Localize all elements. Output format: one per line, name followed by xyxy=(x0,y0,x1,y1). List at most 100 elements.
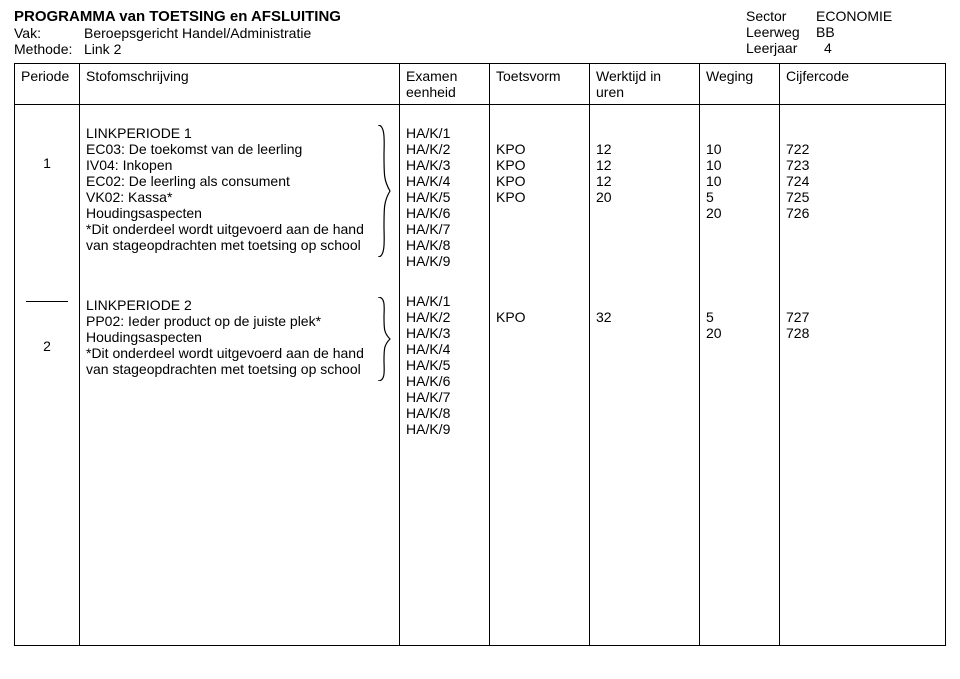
leerjaar-value: 4 xyxy=(816,40,946,56)
methode-row: Methode: Link 2 xyxy=(14,41,746,57)
brace2-wrap xyxy=(375,297,393,381)
cij2-l2: 728 xyxy=(786,325,939,341)
methode-label: Methode: xyxy=(14,41,84,57)
sector-value: ECONOMIE xyxy=(816,8,946,24)
stof-block-1: LINKPERIODE 1 EC03: De toekomst van de l… xyxy=(86,125,393,257)
brace1-path xyxy=(378,125,390,257)
stof1-l0: LINKPERIODE 1 xyxy=(86,125,375,141)
stof-cell: LINKPERIODE 1 EC03: De toekomst van de l… xyxy=(80,105,399,385)
cij1-l2: 723 xyxy=(786,157,939,173)
periode-cell: 1 2 xyxy=(15,105,79,358)
periode-divider xyxy=(26,301,68,302)
ex1-l3: HA/K/4 xyxy=(406,173,483,189)
th-periode: Periode xyxy=(15,64,80,104)
werk2-l1: 32 xyxy=(596,309,693,325)
ex1-l0: HA/K/1 xyxy=(406,125,483,141)
th-werk-l1: Werktijd in xyxy=(596,68,693,84)
col-periode: 1 2 xyxy=(15,105,80,645)
leerjaar-row: Leerjaar 4 xyxy=(746,40,946,56)
ex2-l8: HA/K/9 xyxy=(406,421,483,437)
curly-brace-icon xyxy=(376,297,392,381)
toets1-l3: KPO xyxy=(496,173,583,189)
vak-value: Beroepsgericht Handel/Administratie xyxy=(84,25,746,41)
col-weging: 10 10 10 5 20 5 20 xyxy=(700,105,780,645)
ex2-l6: HA/K/7 xyxy=(406,389,483,405)
stof1-l7: van stageopdrachten met toetsing op scho… xyxy=(86,237,375,253)
periode1-num: 1 xyxy=(21,155,73,171)
weg1-l2: 10 xyxy=(706,157,773,173)
stof2-l1: PP02: Ieder product op de juiste plek* xyxy=(86,313,375,329)
curly-brace-icon xyxy=(376,125,392,257)
doc-header-left: PROGRAMMA van TOETSING en AFSLUITING Vak… xyxy=(14,8,746,57)
brace2-path xyxy=(378,297,390,381)
col-toets: KPO KPO KPO KPO KPO xyxy=(490,105,590,645)
stof1-l4: VK02: Kassa* xyxy=(86,189,375,205)
cij1-l3: 724 xyxy=(786,173,939,189)
ex1-l1: HA/K/2 xyxy=(406,141,483,157)
werk1-l1: 12 xyxy=(596,141,693,157)
weg1-l5: 20 xyxy=(706,205,773,221)
th-weging: Weging xyxy=(700,64,780,104)
leerweg-row: Leerweg BB xyxy=(746,24,946,40)
stof2-l0: LINKPERIODE 2 xyxy=(86,297,375,313)
ex2-l2: HA/K/3 xyxy=(406,325,483,341)
th-examen-l1: Examen xyxy=(406,68,483,84)
werk-block-2: 32 xyxy=(596,293,693,325)
leerweg-label: Leerweg xyxy=(746,24,816,40)
stof2-l2: Houdingsaspecten xyxy=(86,329,375,345)
werk1-l2: 12 xyxy=(596,157,693,173)
werk1-l3: 12 xyxy=(596,173,693,189)
th-werk: Werktijd in uren xyxy=(590,64,700,104)
stof2-text: LINKPERIODE 2 PP02: Ieder product op de … xyxy=(86,297,375,381)
table-body: 1 2 LINKPERIODE 1 EC03: De toekomst van … xyxy=(15,105,945,645)
cijfer-cell: 722 723 724 725 726 727 728 xyxy=(780,105,945,345)
toets-block-2: KPO xyxy=(496,293,583,325)
leerjaar-label: Leerjaar xyxy=(746,40,816,56)
ex2-l3: HA/K/4 xyxy=(406,341,483,357)
stof1-l3: EC02: De leerling als consument xyxy=(86,173,375,189)
weg1-l4: 5 xyxy=(706,189,773,205)
weg2-l2: 20 xyxy=(706,325,773,341)
cijfer-block-1: 722 723 724 725 726 xyxy=(786,125,939,269)
ex1-l6: HA/K/7 xyxy=(406,221,483,237)
th-examen: Examen eenheid xyxy=(400,64,490,104)
ex1-l8: HA/K/9 xyxy=(406,253,483,269)
col-stof: LINKPERIODE 1 EC03: De toekomst van de l… xyxy=(80,105,400,645)
weg2-l1: 5 xyxy=(706,309,773,325)
cijfer-block-2: 727 728 xyxy=(786,293,939,341)
cij2-l1: 727 xyxy=(786,309,939,325)
stof1-l2: IV04: Inkopen xyxy=(86,157,375,173)
th-toets: Toetsvorm xyxy=(490,64,590,104)
th-werk-l2: uren xyxy=(596,84,693,100)
ex1-l4: HA/K/5 xyxy=(406,189,483,205)
examen-block-2: HA/K/1 HA/K/2 HA/K/3 HA/K/4 HA/K/5 HA/K/… xyxy=(406,293,483,437)
th-cijfer: Cijfercode xyxy=(780,64,945,104)
stof1-l6: *Dit onderdeel wordt uitgevoerd aan de h… xyxy=(86,221,375,237)
weg1-l1: 10 xyxy=(706,141,773,157)
stof2-l3: *Dit onderdeel wordt uitgevoerd aan de h… xyxy=(86,345,375,361)
toets2-l1: KPO xyxy=(496,309,583,325)
doc-header-right: Sector ECONOMIE Leerweg BB Leerjaar 4 xyxy=(746,8,946,57)
stof1-text: LINKPERIODE 1 EC03: De toekomst van de l… xyxy=(86,125,375,257)
ex2-l1: HA/K/2 xyxy=(406,309,483,325)
methode-value: Link 2 xyxy=(84,41,746,57)
cij1-l1: 722 xyxy=(786,141,939,157)
cij1-l5: 726 xyxy=(786,205,939,221)
leerweg-value: BB xyxy=(816,24,946,40)
stof2-l4: van stageopdrachten met toetsing op scho… xyxy=(86,361,375,377)
th-examen-l2: eenheid xyxy=(406,84,483,100)
toets-cell: KPO KPO KPO KPO KPO xyxy=(490,105,589,329)
ex1-l5: HA/K/6 xyxy=(406,205,483,221)
stof1-l1: EC03: De toekomst van de leerling xyxy=(86,141,375,157)
weg1-l3: 10 xyxy=(706,173,773,189)
examen-cell: HA/K/1 HA/K/2 HA/K/3 HA/K/4 HA/K/5 HA/K/… xyxy=(400,105,489,441)
weging-cell: 10 10 10 5 20 5 20 xyxy=(700,105,779,345)
page: PROGRAMMA van TOETSING en AFSLUITING Vak… xyxy=(0,0,960,679)
col-werk: 12 12 12 20 32 xyxy=(590,105,700,645)
cij1-l4: 725 xyxy=(786,189,939,205)
col-cijfer: 722 723 724 725 726 727 728 xyxy=(780,105,945,645)
ex2-l4: HA/K/5 xyxy=(406,357,483,373)
weging-block-1: 10 10 10 5 20 xyxy=(706,125,773,269)
ex2-l5: HA/K/6 xyxy=(406,373,483,389)
ex2-l7: HA/K/8 xyxy=(406,405,483,421)
